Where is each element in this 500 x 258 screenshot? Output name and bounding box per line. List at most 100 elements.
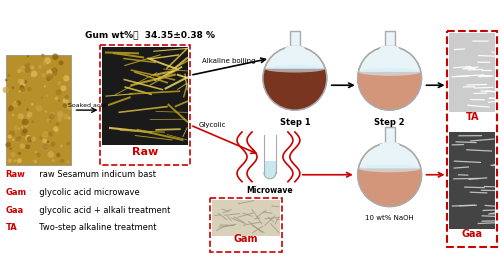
Circle shape <box>20 82 26 87</box>
Circle shape <box>32 71 38 77</box>
Circle shape <box>36 152 41 157</box>
Circle shape <box>17 69 21 73</box>
Circle shape <box>31 74 34 77</box>
Circle shape <box>44 85 46 87</box>
Circle shape <box>46 77 50 81</box>
Circle shape <box>2 87 9 93</box>
Text: Gaa: Gaa <box>6 206 24 215</box>
Circle shape <box>46 118 50 123</box>
Circle shape <box>7 74 10 77</box>
Circle shape <box>27 87 32 91</box>
Circle shape <box>22 119 29 126</box>
Text: TA: TA <box>6 223 18 232</box>
Circle shape <box>46 95 48 97</box>
FancyBboxPatch shape <box>384 30 394 46</box>
Circle shape <box>24 63 28 67</box>
Circle shape <box>50 67 58 74</box>
Circle shape <box>18 90 21 92</box>
Circle shape <box>46 73 53 80</box>
Circle shape <box>27 55 29 58</box>
Circle shape <box>24 80 28 84</box>
Circle shape <box>32 120 34 123</box>
Circle shape <box>42 131 48 138</box>
Circle shape <box>17 158 22 163</box>
Circle shape <box>16 137 20 141</box>
Circle shape <box>10 152 16 157</box>
Circle shape <box>41 54 44 57</box>
Circle shape <box>26 136 33 142</box>
FancyBboxPatch shape <box>384 127 394 143</box>
FancyBboxPatch shape <box>102 47 188 145</box>
Circle shape <box>18 113 24 119</box>
Circle shape <box>31 136 36 141</box>
Circle shape <box>26 135 32 141</box>
Text: Gam: Gam <box>6 188 27 197</box>
Circle shape <box>24 123 28 127</box>
Circle shape <box>27 62 30 66</box>
Circle shape <box>42 144 49 150</box>
Circle shape <box>24 66 31 73</box>
Text: Step 1: Step 1 <box>280 118 310 127</box>
Circle shape <box>34 159 37 163</box>
Polygon shape <box>358 168 422 207</box>
Circle shape <box>18 79 23 84</box>
Circle shape <box>64 114 69 119</box>
Circle shape <box>58 60 64 65</box>
Text: glycolic acid + alkali treatment: glycolic acid + alkali treatment <box>34 206 170 215</box>
Circle shape <box>63 75 70 82</box>
Circle shape <box>42 61 47 65</box>
Circle shape <box>26 111 32 117</box>
Polygon shape <box>263 69 327 110</box>
Circle shape <box>52 53 59 60</box>
Circle shape <box>20 143 25 149</box>
Circle shape <box>49 120 51 123</box>
Circle shape <box>36 105 42 111</box>
Text: Raw: Raw <box>6 170 25 179</box>
Circle shape <box>54 55 58 60</box>
Circle shape <box>16 100 21 106</box>
Circle shape <box>19 86 26 92</box>
Circle shape <box>26 115 30 119</box>
FancyBboxPatch shape <box>6 55 70 165</box>
Circle shape <box>48 132 53 136</box>
Text: Gaa: Gaa <box>462 229 483 239</box>
Circle shape <box>26 108 29 111</box>
Circle shape <box>12 86 14 89</box>
Circle shape <box>14 125 18 130</box>
Circle shape <box>10 147 12 150</box>
Circle shape <box>12 114 14 116</box>
Circle shape <box>14 101 16 103</box>
Circle shape <box>42 144 48 151</box>
Circle shape <box>52 71 58 76</box>
Circle shape <box>66 160 70 164</box>
Text: Step 2: Step 2 <box>374 118 405 127</box>
Text: 10 wt% NaOH: 10 wt% NaOH <box>365 214 414 221</box>
Circle shape <box>57 81 61 85</box>
Circle shape <box>264 167 276 179</box>
Circle shape <box>20 65 26 72</box>
Circle shape <box>60 85 66 91</box>
Circle shape <box>31 103 34 106</box>
Text: Alkaline boiling: Alkaline boiling <box>202 58 256 64</box>
Polygon shape <box>380 143 399 145</box>
Circle shape <box>48 151 54 158</box>
Circle shape <box>39 136 42 139</box>
Text: TA: TA <box>466 112 479 122</box>
Circle shape <box>64 116 66 118</box>
Circle shape <box>49 112 55 118</box>
Circle shape <box>40 96 43 99</box>
Circle shape <box>263 46 327 110</box>
Circle shape <box>12 139 14 141</box>
Circle shape <box>68 117 70 119</box>
Circle shape <box>56 122 59 126</box>
Circle shape <box>21 79 25 83</box>
Circle shape <box>42 139 47 143</box>
Circle shape <box>58 99 61 102</box>
Circle shape <box>12 102 18 108</box>
FancyBboxPatch shape <box>450 33 496 112</box>
Circle shape <box>44 110 47 113</box>
Circle shape <box>57 111 63 117</box>
Circle shape <box>18 136 22 139</box>
Circle shape <box>20 130 26 136</box>
Circle shape <box>358 143 422 207</box>
